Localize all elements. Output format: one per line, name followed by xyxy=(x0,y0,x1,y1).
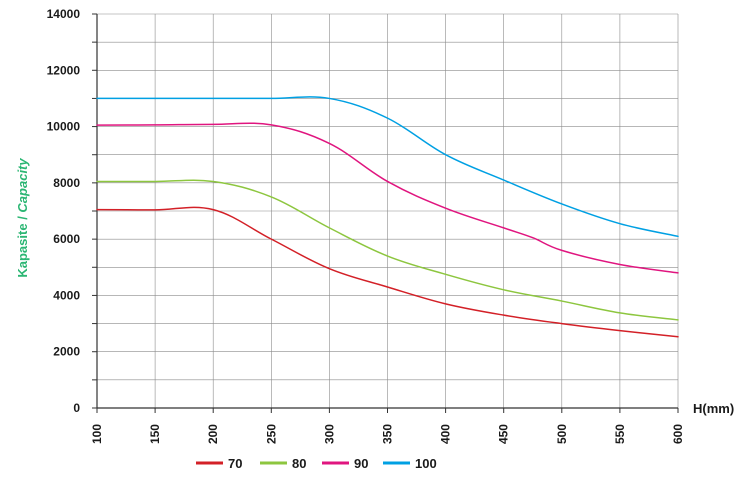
y-tick-label: 12000 xyxy=(47,63,81,77)
x-tick-label: 100 xyxy=(90,424,104,444)
y-tick-label: 14000 xyxy=(47,7,81,21)
series-line-70 xyxy=(96,206,679,338)
series-lines xyxy=(96,96,679,338)
legend-label-90: 90 xyxy=(354,456,368,471)
y-tick-labels: 0 2000 4000 6000 8000 10000 12000 14000 xyxy=(47,7,81,415)
series-line-100 xyxy=(96,96,679,238)
y-tick-label: 4000 xyxy=(53,288,80,302)
legend-label-70: 70 xyxy=(228,456,242,471)
x-tick-label: 500 xyxy=(555,424,569,444)
x-tick-label: 550 xyxy=(613,424,627,444)
y-axis-title: Kapasite / Capacity xyxy=(15,158,30,278)
legend-label-80: 80 xyxy=(292,456,306,471)
y-axis-title-english: Capacity xyxy=(15,158,30,213)
series-line-80 xyxy=(96,179,679,321)
y-tick-label: 8000 xyxy=(53,176,80,190)
y-axis-title-separator: / xyxy=(15,213,30,224)
x-axis-title: H(mm) xyxy=(693,401,734,416)
x-tick-label: 350 xyxy=(381,424,395,444)
y-tick-label: 10000 xyxy=(47,120,81,134)
grid xyxy=(96,13,679,409)
legend: 70 80 90 100 xyxy=(196,456,437,471)
x-tick-label: 150 xyxy=(148,424,162,444)
x-tick-label: 450 xyxy=(497,424,511,444)
x-tick-label: 300 xyxy=(322,424,336,444)
x-tick-labels: 100 150 200 250 300 350 400 450 500 550 600 xyxy=(90,424,685,444)
legend-label-100: 100 xyxy=(415,456,437,471)
y-tick-label: 6000 xyxy=(53,232,80,246)
x-tick-label: 600 xyxy=(671,424,685,444)
x-tick-label: 200 xyxy=(206,424,220,444)
x-tick-label: 400 xyxy=(439,424,453,444)
x-tick-label: 250 xyxy=(264,424,278,444)
axes xyxy=(92,13,679,413)
y-tick-label: 2000 xyxy=(53,345,80,359)
y-axis-title-main: Kapasite xyxy=(15,223,30,277)
series-line-90 xyxy=(96,122,679,274)
y-tick-label: 0 xyxy=(73,401,80,415)
